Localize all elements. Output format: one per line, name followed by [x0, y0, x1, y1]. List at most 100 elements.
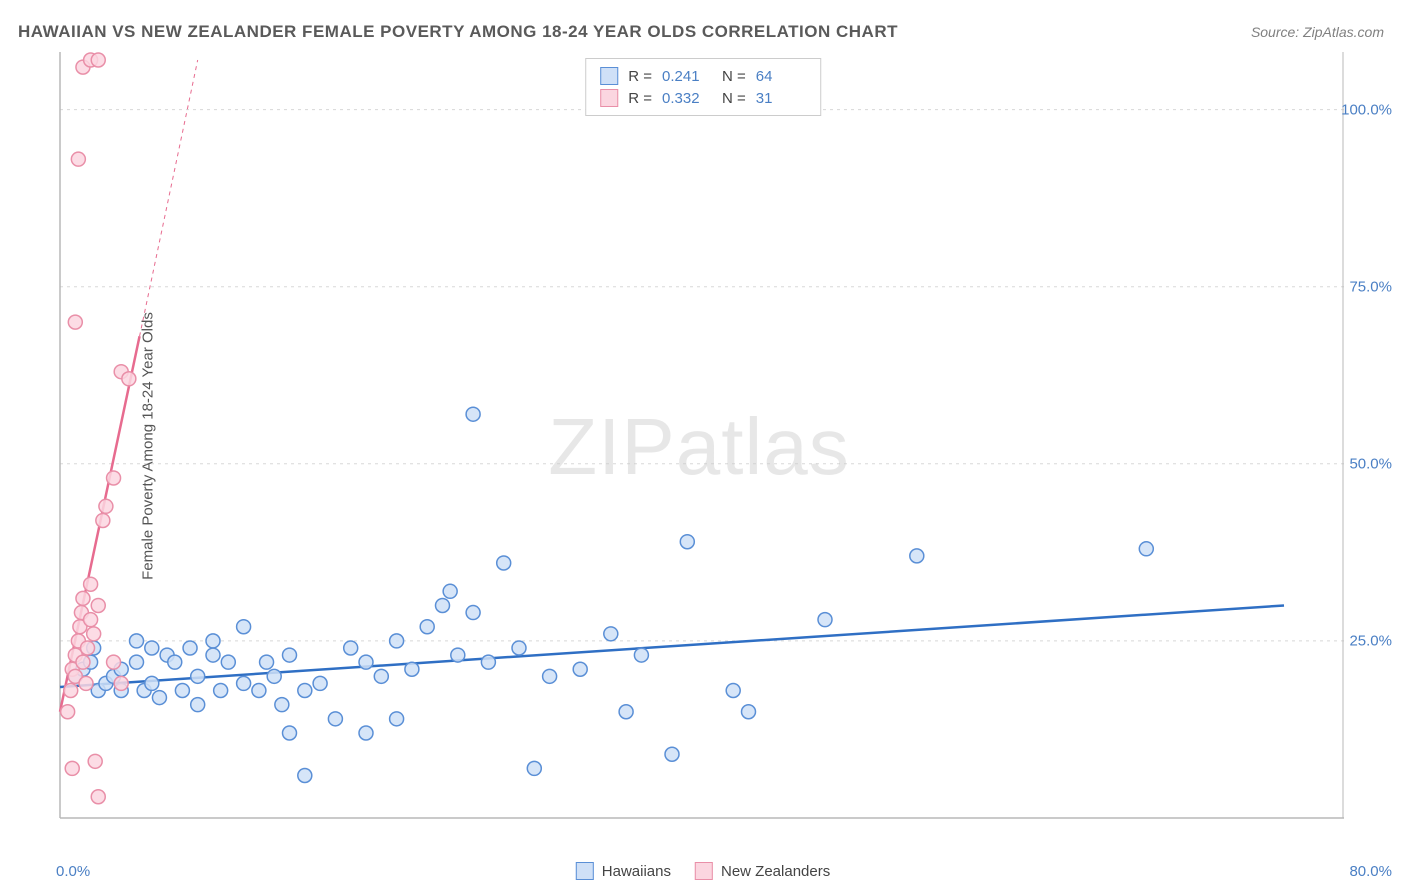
- stat-legend-row: R = 0.332 N = 31: [600, 87, 806, 109]
- r-value: 0.332: [662, 90, 712, 107]
- y-tick-label: 100.0%: [1341, 101, 1392, 118]
- n-value: 31: [756, 90, 806, 107]
- data-point-hawaiians: [145, 676, 159, 690]
- data-point-hawaiians: [275, 698, 289, 712]
- data-point-hawaiians: [191, 669, 205, 683]
- x-tick-label: 0.0%: [56, 863, 90, 880]
- data-point-new-zealanders: [61, 705, 75, 719]
- correlation-chart: HAWAIIAN VS NEW ZEALANDER FEMALE POVERTY…: [0, 0, 1406, 892]
- data-point-hawaiians: [267, 669, 281, 683]
- legend-swatch: [600, 67, 618, 85]
- data-point-hawaiians: [283, 726, 297, 740]
- data-point-hawaiians: [130, 634, 144, 648]
- data-point-new-zealanders: [79, 676, 93, 690]
- data-point-hawaiians: [481, 655, 495, 669]
- source-attribution: Source: ZipAtlas.com: [1251, 24, 1384, 40]
- data-point-hawaiians: [497, 556, 511, 570]
- stat-legend-row: R =0.241N =64: [600, 65, 806, 87]
- data-point-hawaiians: [451, 648, 465, 662]
- data-point-new-zealanders: [91, 598, 105, 612]
- legend-swatch: [695, 862, 713, 880]
- series-legend-item: New Zealanders: [695, 862, 830, 880]
- data-point-new-zealanders: [64, 683, 78, 697]
- data-point-hawaiians: [420, 620, 434, 634]
- data-point-new-zealanders: [122, 372, 136, 386]
- data-point-new-zealanders: [87, 627, 101, 641]
- data-point-hawaiians: [543, 669, 557, 683]
- plot-svg: [54, 52, 1344, 842]
- data-point-hawaiians: [298, 683, 312, 697]
- data-point-hawaiians: [237, 676, 251, 690]
- data-point-hawaiians: [260, 655, 274, 669]
- data-point-hawaiians: [298, 768, 312, 782]
- data-point-hawaiians: [152, 691, 166, 705]
- series-legend: Hawaiians New Zealanders: [576, 862, 830, 880]
- data-point-hawaiians: [214, 683, 228, 697]
- n-label: N =: [722, 90, 746, 107]
- data-point-hawaiians: [191, 698, 205, 712]
- plot-area: ZIPatlas: [54, 52, 1344, 842]
- data-point-new-zealanders: [107, 471, 121, 485]
- data-point-hawaiians: [818, 613, 832, 627]
- data-point-new-zealanders: [76, 591, 90, 605]
- data-point-hawaiians: [344, 641, 358, 655]
- data-point-new-zealanders: [65, 761, 79, 775]
- data-point-hawaiians: [443, 584, 457, 598]
- legend-swatch: [600, 89, 618, 107]
- data-point-hawaiians: [252, 683, 266, 697]
- data-point-new-zealanders: [84, 577, 98, 591]
- data-point-hawaiians: [910, 549, 924, 563]
- data-point-new-zealanders: [96, 513, 110, 527]
- data-point-hawaiians: [680, 535, 694, 549]
- data-point-hawaiians: [466, 606, 480, 620]
- data-point-new-zealanders: [71, 152, 85, 166]
- stat-legend: R =0.241N =64R =0.332N =31: [585, 58, 821, 116]
- data-point-hawaiians: [512, 641, 526, 655]
- data-point-hawaiians: [328, 712, 342, 726]
- data-point-new-zealanders: [88, 754, 102, 768]
- data-point-hawaiians: [1139, 542, 1153, 556]
- data-point-hawaiians: [145, 641, 159, 655]
- data-point-hawaiians: [283, 648, 297, 662]
- r-label: R =: [628, 90, 652, 107]
- data-point-new-zealanders: [91, 53, 105, 67]
- r-label: R =: [628, 68, 652, 85]
- data-point-new-zealanders: [81, 641, 95, 655]
- legend-swatch: [576, 862, 594, 880]
- y-tick-label: 25.0%: [1349, 632, 1392, 649]
- data-point-new-zealanders: [68, 315, 82, 329]
- data-point-hawaiians: [183, 641, 197, 655]
- data-point-hawaiians: [634, 648, 648, 662]
- y-tick-label: 75.0%: [1349, 278, 1392, 295]
- data-point-new-zealanders: [91, 790, 105, 804]
- data-point-hawaiians: [619, 705, 633, 719]
- data-point-hawaiians: [405, 662, 419, 676]
- data-point-hawaiians: [313, 676, 327, 690]
- data-point-hawaiians: [726, 683, 740, 697]
- data-point-hawaiians: [221, 655, 235, 669]
- y-tick-label: 50.0%: [1349, 455, 1392, 472]
- data-point-hawaiians: [573, 662, 587, 676]
- data-point-hawaiians: [436, 598, 450, 612]
- data-point-new-zealanders: [84, 613, 98, 627]
- data-point-hawaiians: [527, 761, 541, 775]
- data-point-hawaiians: [237, 620, 251, 634]
- data-point-hawaiians: [130, 655, 144, 669]
- data-point-hawaiians: [604, 627, 618, 641]
- x-tick-label: 80.0%: [1349, 863, 1392, 880]
- data-point-new-zealanders: [114, 676, 128, 690]
- data-point-hawaiians: [374, 669, 388, 683]
- data-point-hawaiians: [742, 705, 756, 719]
- series-legend-label: Hawaiians: [602, 863, 671, 880]
- data-point-hawaiians: [390, 634, 404, 648]
- data-point-hawaiians: [359, 655, 373, 669]
- data-point-hawaiians: [206, 634, 220, 648]
- data-point-hawaiians: [665, 747, 679, 761]
- series-legend-item: Hawaiians: [576, 862, 671, 880]
- data-point-hawaiians: [466, 407, 480, 421]
- r-value: 0.241: [662, 68, 712, 85]
- data-point-new-zealanders: [99, 499, 113, 513]
- data-point-hawaiians: [168, 655, 182, 669]
- data-point-hawaiians: [175, 683, 189, 697]
- data-point-hawaiians: [206, 648, 220, 662]
